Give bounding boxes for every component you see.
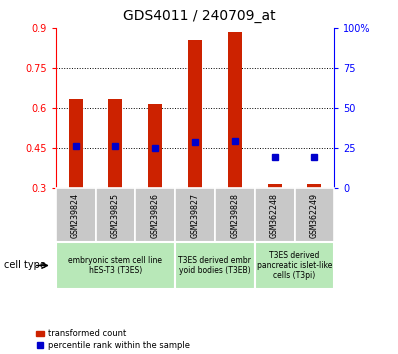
Bar	[188, 40, 202, 188]
Bar	[56, 188, 96, 242]
Text: cell type: cell type	[4, 261, 46, 270]
Bar	[96, 188, 135, 242]
Bar	[228, 32, 242, 188]
Bar	[307, 184, 321, 188]
Bar	[295, 188, 334, 242]
Bar	[69, 99, 83, 188]
Bar	[255, 242, 334, 289]
Text: GSM362249: GSM362249	[310, 193, 319, 238]
Text: GDS4011 / 240709_at: GDS4011 / 240709_at	[123, 9, 275, 23]
Text: GSM239826: GSM239826	[151, 193, 160, 238]
Bar	[255, 188, 295, 242]
Text: GSM239824: GSM239824	[71, 193, 80, 238]
Bar	[56, 242, 175, 289]
Text: GSM362248: GSM362248	[270, 193, 279, 238]
Bar	[175, 242, 255, 289]
Bar	[267, 184, 281, 188]
Bar	[215, 188, 255, 242]
Text: T3ES derived
pancreatic islet-like
cells (T3pi): T3ES derived pancreatic islet-like cells…	[257, 251, 332, 280]
Text: GSM239828: GSM239828	[230, 193, 239, 238]
Bar	[108, 99, 123, 188]
Text: GSM239827: GSM239827	[191, 193, 199, 238]
Bar	[175, 188, 215, 242]
Text: GSM239825: GSM239825	[111, 193, 120, 238]
Text: embryonic stem cell line
hES-T3 (T3ES): embryonic stem cell line hES-T3 (T3ES)	[68, 256, 162, 275]
Bar	[135, 188, 175, 242]
Bar	[148, 104, 162, 188]
Text: T3ES derived embr
yoid bodies (T3EB): T3ES derived embr yoid bodies (T3EB)	[178, 256, 252, 275]
Legend: transformed count, percentile rank within the sample: transformed count, percentile rank withi…	[36, 329, 190, 350]
